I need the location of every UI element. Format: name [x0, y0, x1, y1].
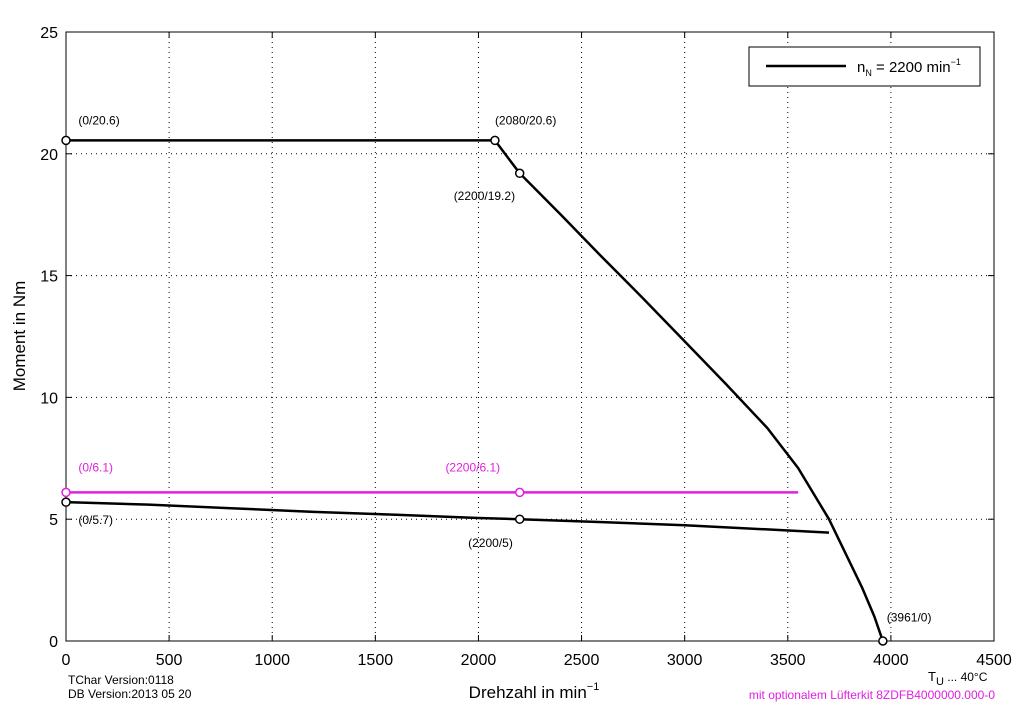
point-annotation: (0/5.7)	[78, 513, 113, 527]
point-annotation: (0/6.1)	[78, 461, 113, 475]
data-point-marker	[61, 135, 71, 146]
x-tick-label: 4500	[976, 652, 1012, 669]
data-point-marker	[514, 168, 525, 179]
series-line-continuous	[65, 500, 830, 534]
data-point-marker	[61, 487, 71, 498]
plot-area-frame	[65, 31, 995, 642]
point-annotation: (2080/20.6)	[495, 114, 556, 128]
series-line-peak	[66, 139, 884, 642]
point-annotation: (0/20.6)	[78, 114, 119, 128]
x-tick-label: 2500	[564, 652, 600, 669]
y-tick-label: 15	[40, 269, 58, 286]
legend: nN = 2200 min−1	[748, 46, 981, 87]
y-tick-label: 10	[40, 390, 58, 407]
y-tick-label: 5	[49, 512, 58, 529]
marker-group	[61, 135, 888, 646]
data-point-marker	[878, 636, 888, 646]
point-annotation: (2200/5)	[468, 536, 513, 550]
ambient-temperature: TU ... 40°C	[928, 669, 988, 688]
y-tick-label: 20	[40, 147, 58, 164]
y-axis-label: Moment in Nm	[10, 281, 29, 392]
x-tick-label: 3500	[770, 652, 806, 669]
data-point-marker	[490, 135, 500, 146]
data-point-marker	[514, 514, 525, 524]
axis-ticks: 0 500 1000 1500 2000 2500 3000 3500 4000 4500 0 5 10…	[40, 25, 1012, 669]
x-tick-label: 1000	[254, 652, 290, 669]
annotation-group: (0/20.6) (2080/20.6) (2200/19.2) (3961/0) (0…	[78, 114, 931, 625]
point-annotation: (2200/6.1)	[445, 461, 500, 475]
db-version: DB Version:2013 05 20	[68, 687, 192, 701]
x-axis-label: Drehzahl in min−1	[469, 681, 600, 702]
x-tick-label: 2000	[461, 652, 497, 669]
x-tick-label: 0	[62, 652, 71, 669]
y-tick-label: 0	[49, 634, 58, 651]
x-tick-label: 4000	[873, 652, 909, 669]
fan-kit-note: mit optionalem Lüfterkit 8ZDFB4000000.00…	[749, 688, 995, 702]
y-tick-label: 25	[40, 25, 58, 42]
data-point-marker	[61, 497, 71, 507]
x-tick-label: 500	[156, 652, 183, 669]
point-annotation: (3961/0)	[887, 611, 932, 625]
x-tick-label: 3000	[667, 652, 703, 669]
legend-label: nN = 2200 min−1	[857, 57, 961, 78]
tchar-version: TChar Version:0118	[68, 673, 174, 687]
series-group	[65, 139, 884, 642]
point-annotation: (2200/19.2)	[454, 189, 515, 203]
data-point-marker	[514, 487, 525, 498]
x-tick-label: 1500	[358, 652, 394, 669]
